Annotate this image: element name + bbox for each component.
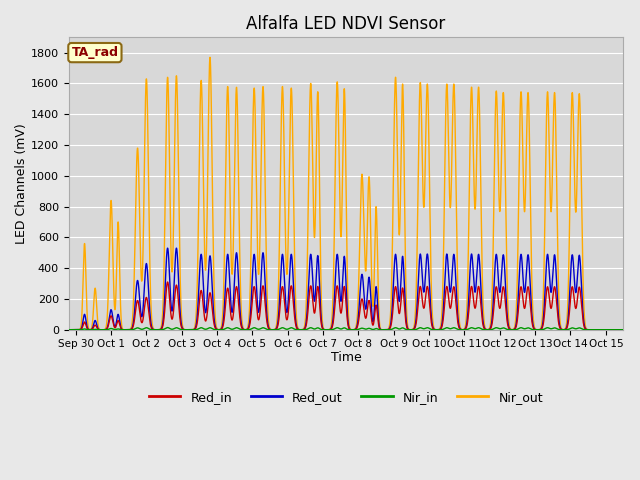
X-axis label: Time: Time <box>331 351 362 364</box>
Title: Alfalfa LED NDVI Sensor: Alfalfa LED NDVI Sensor <box>246 15 445 33</box>
Legend: Red_in, Red_out, Nir_in, Nir_out: Red_in, Red_out, Nir_in, Nir_out <box>144 385 548 408</box>
Text: TA_rad: TA_rad <box>72 46 118 59</box>
Y-axis label: LED Channels (mV): LED Channels (mV) <box>15 123 28 244</box>
